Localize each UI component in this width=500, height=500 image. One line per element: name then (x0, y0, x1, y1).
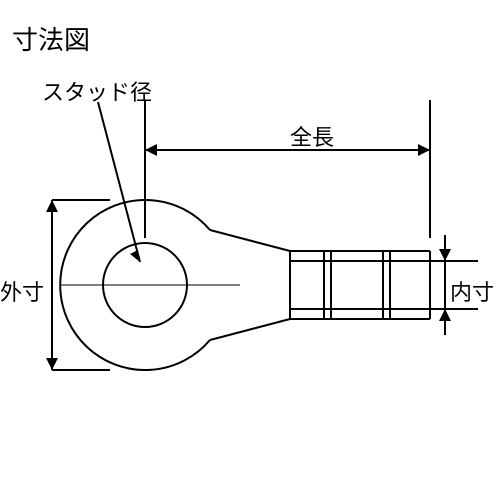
neck-top (210, 230, 290, 251)
len-arrow-right (418, 144, 430, 156)
dimension-drawing (0, 0, 500, 500)
stud-leader (98, 102, 140, 262)
inner-arrow-top (439, 249, 451, 261)
neck-bottom (210, 319, 290, 340)
stud-leader-arrow (130, 250, 140, 262)
inner-arrow-bottom (439, 309, 451, 321)
len-arrow-left (145, 144, 157, 156)
page: 寸法図 スタッド径 全長 外寸 内寸 (0, 0, 500, 500)
outer-arrow-top (46, 200, 58, 212)
outer-arrow-bottom (46, 358, 58, 370)
